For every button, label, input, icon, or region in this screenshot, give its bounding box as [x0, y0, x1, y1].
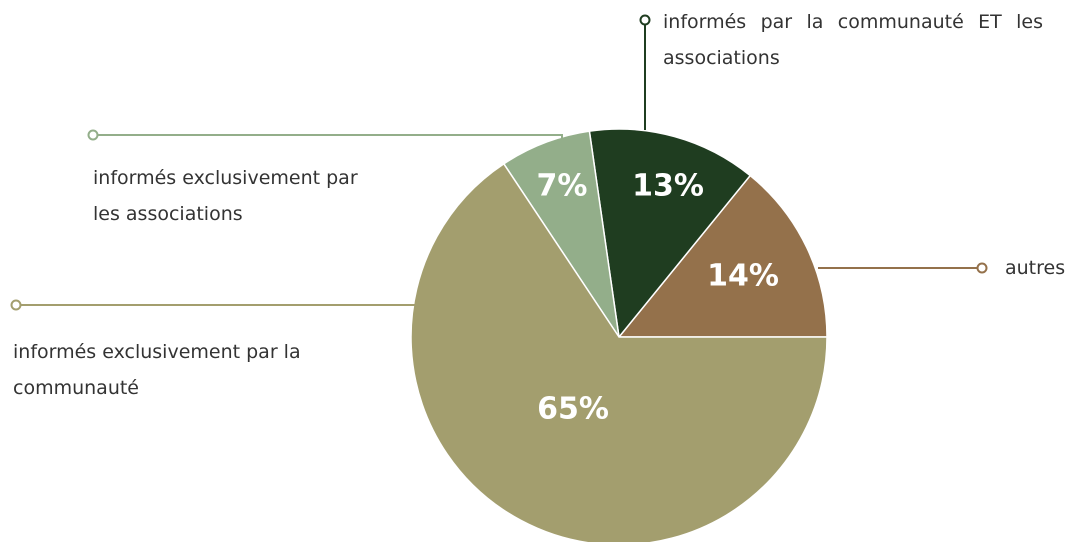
category-label: informés exclusivement par les associati…: [93, 167, 358, 225]
category-label: informés par la communauté ET les associ…: [663, 11, 1043, 69]
leader-dot: [87, 129, 99, 141]
pie-slice: [617, 174, 828, 338]
value-label: 65%: [537, 392, 609, 427]
pie-slice: [588, 128, 752, 339]
category-label: informés exclusivement par la communauté: [13, 341, 301, 399]
pie-slice: [410, 162, 828, 542]
value-label: 14%: [707, 259, 779, 294]
leader-dot: [976, 262, 988, 274]
leader-dot: [10, 299, 22, 311]
value-label: 13%: [632, 169, 704, 204]
leader-line: [97, 134, 563, 140]
category-label: autres: [1005, 257, 1066, 279]
leader-dot: [639, 14, 651, 26]
value-label: 7%: [537, 169, 588, 204]
